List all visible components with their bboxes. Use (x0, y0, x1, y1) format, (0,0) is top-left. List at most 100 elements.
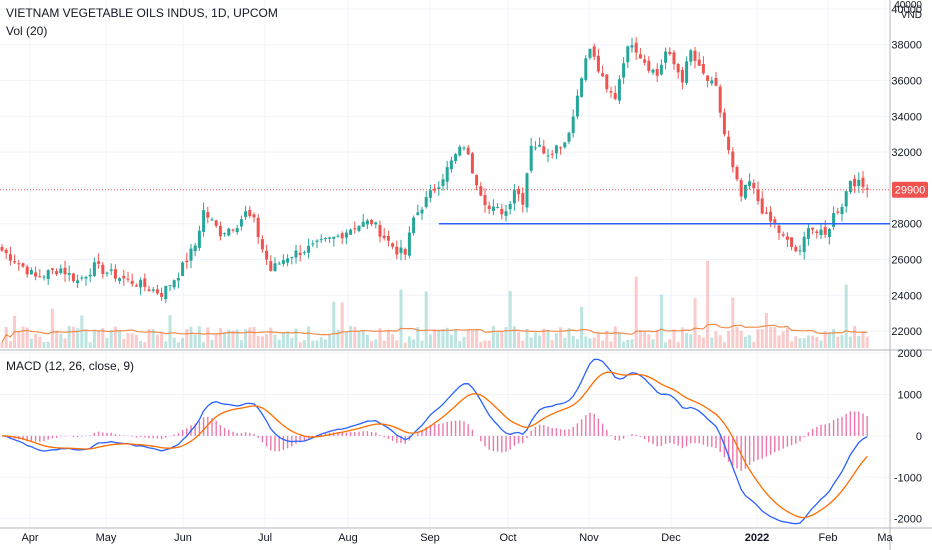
volume-bar (638, 330, 642, 348)
volume-bars (0, 260, 869, 348)
candle-body (748, 181, 752, 187)
candle-body (479, 186, 483, 196)
candle-body (13, 261, 17, 263)
volume-bar (227, 329, 231, 348)
candle-body (811, 227, 815, 230)
candle-body (315, 240, 319, 242)
macd-pane (1, 358, 868, 525)
volume-bar (655, 329, 659, 348)
candle-body (235, 228, 239, 233)
candle-body (437, 187, 441, 190)
candle-body (571, 116, 575, 134)
price-axis-tick-label: 36000 (891, 76, 922, 88)
candle-body (323, 238, 327, 240)
volume-bar (302, 340, 306, 348)
candle-body (67, 273, 71, 275)
volume-bar (311, 340, 315, 348)
volume-bar (370, 341, 374, 348)
volume-bar (151, 329, 155, 348)
candle-body (559, 147, 563, 149)
candle-body (676, 63, 680, 73)
volume-bar (273, 334, 277, 348)
volume-bar (407, 336, 411, 348)
macd-axis-tick-label: 0 (916, 431, 922, 443)
candle-body (819, 229, 823, 236)
candle-body (365, 220, 369, 225)
volume-bar (281, 332, 285, 348)
volume-bar (21, 326, 25, 348)
volume-bar (857, 336, 861, 348)
volume-bar (659, 294, 663, 348)
volume-bar (588, 338, 592, 348)
candle-body (164, 285, 168, 300)
candle-body (126, 278, 130, 280)
candle-body (533, 147, 537, 149)
volume-bar (529, 337, 533, 348)
time-axis-tick-label: Feb (819, 532, 838, 544)
candle-body (168, 285, 172, 287)
time-axis-tick-label: Oct (499, 532, 516, 544)
candle-body (307, 245, 311, 253)
volume-bar (794, 336, 798, 348)
signal-line (1, 371, 868, 519)
volume-bar (168, 315, 172, 348)
volume-bar (265, 334, 269, 348)
candle-body (806, 228, 810, 239)
candle-body (109, 269, 113, 271)
candle-body (42, 276, 46, 278)
candle-body (428, 190, 432, 198)
candle-body (210, 219, 214, 221)
candle-body (244, 211, 248, 218)
candle-body (664, 51, 668, 63)
volume-bar (46, 341, 50, 348)
volume-bar (256, 335, 260, 348)
volume-bar (231, 330, 235, 348)
candle-body (399, 247, 403, 254)
candle-body (197, 230, 201, 248)
volume-bar (521, 340, 525, 348)
volume-bar (798, 338, 802, 348)
macd-legend: MACD (12, 26, close, 9) (6, 359, 134, 373)
candle-body (827, 228, 831, 238)
candle-body (840, 206, 844, 215)
candle-body (139, 280, 143, 288)
symbol-title: VIETNAM VEGETABLE OILS INDUS, 1D, UPCOM (6, 6, 278, 20)
volume-bar (4, 327, 8, 348)
volume-bar (155, 334, 159, 348)
volume-bar (34, 334, 38, 348)
volume-bar (307, 326, 311, 348)
candle-body (407, 232, 411, 256)
volume-bar (319, 337, 323, 348)
candle-body (147, 289, 151, 291)
volume-bar (580, 306, 584, 348)
volume-bar (504, 327, 508, 348)
candle-body (17, 263, 21, 265)
candle-body (433, 188, 437, 191)
candle-body (311, 243, 315, 245)
volume-bar (584, 336, 588, 348)
volume-bar (865, 336, 869, 348)
candle-body (454, 154, 458, 162)
candle-body (386, 236, 390, 241)
volume-bar (395, 340, 399, 348)
volume-bar (685, 332, 689, 348)
volume-bar (844, 284, 848, 348)
volume-bar (596, 332, 600, 348)
candle-body (449, 160, 453, 170)
candle-body (626, 46, 630, 63)
volume-bar (412, 339, 416, 348)
volume-bar (479, 341, 483, 348)
volume-bar (546, 329, 550, 348)
candle-body (823, 227, 827, 235)
price-axis-tick-label: 40000 (891, 4, 922, 16)
volume-bar (470, 330, 474, 348)
candle-body (353, 228, 357, 230)
candle-body (815, 231, 819, 233)
candle-body (634, 42, 638, 53)
candle-body (370, 219, 374, 225)
candle-body (764, 212, 768, 214)
candle-body (256, 217, 260, 238)
price-axis-tick-label: 38000 (891, 40, 922, 52)
